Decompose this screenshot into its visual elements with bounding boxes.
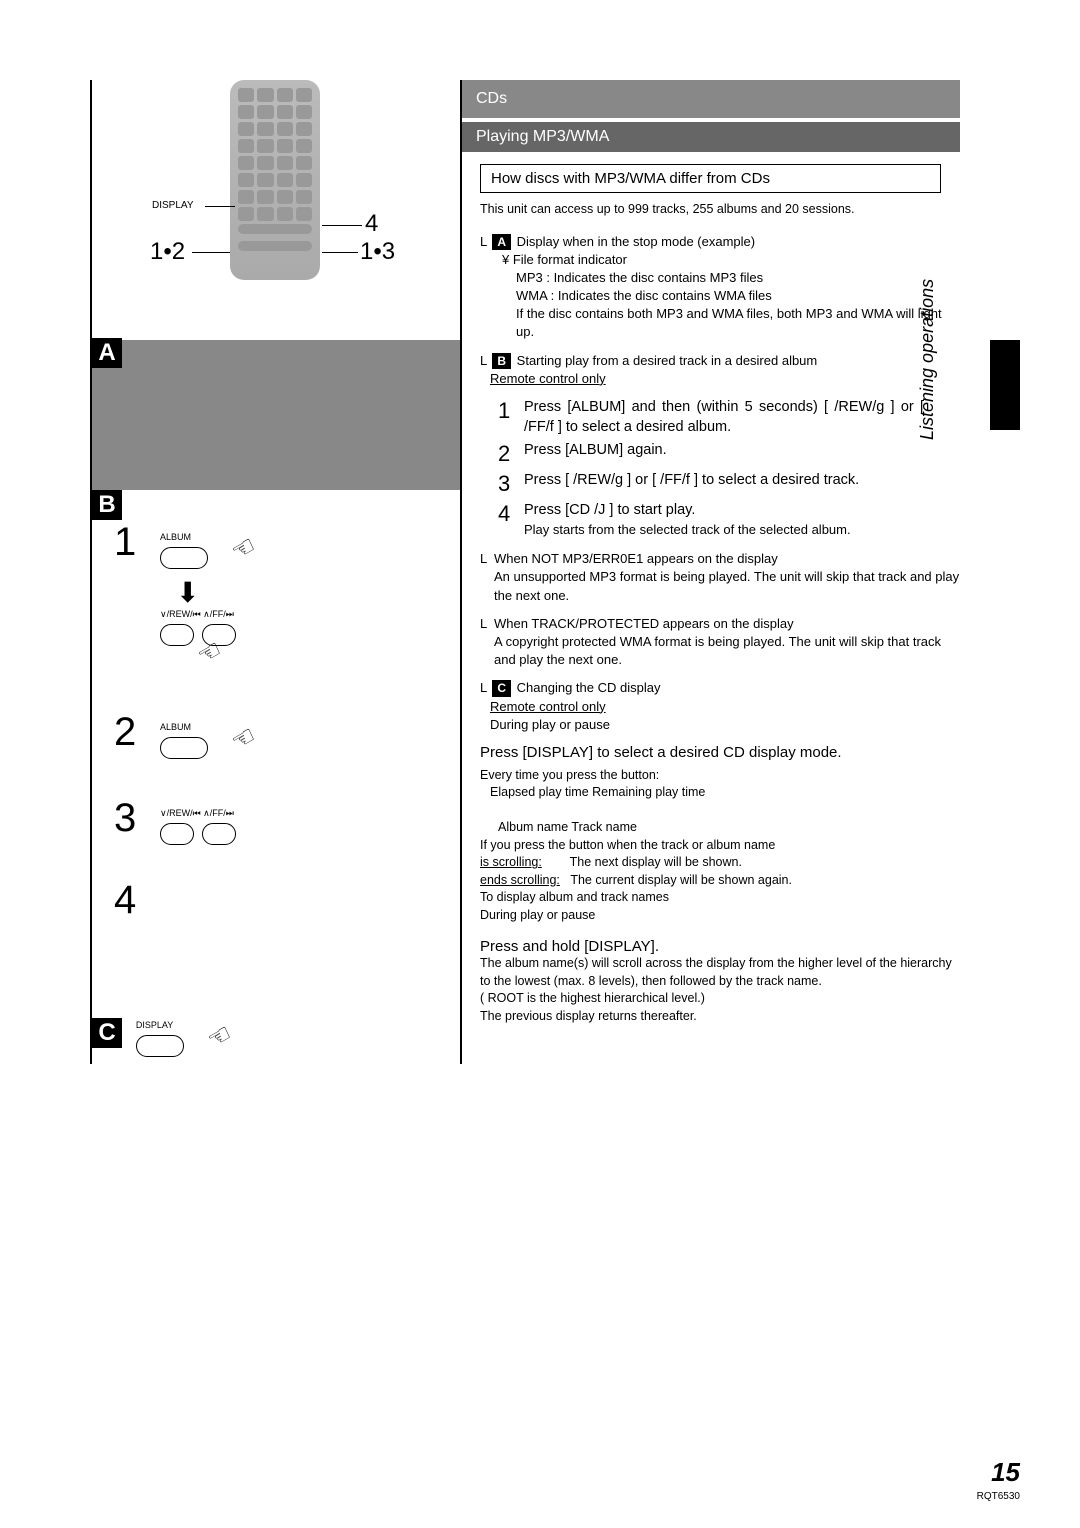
step-2-block: 2 ALBUM ☜ [110, 710, 460, 766]
remote-diagram: DISPLAY 1•2 4 1•3 [110, 80, 460, 320]
ff-button-icon [202, 823, 236, 845]
letter-a-box: A [492, 234, 511, 251]
callout-line [322, 225, 362, 226]
section-letter-b: B [92, 490, 122, 520]
doc-code: RQT6530 [977, 1491, 1020, 1502]
display-callout-label: DISPLAY [152, 200, 194, 211]
letter-c-box: C [492, 680, 511, 697]
step-number: 2 [114, 710, 154, 755]
step3-text: Press [ /REW/g ] or [ /FF/f ] to select … [524, 471, 924, 491]
display-label: DISPLAY [136, 1020, 211, 1030]
remote-only-2: Remote control only [490, 699, 606, 714]
step-num: 2 [498, 441, 524, 467]
step-num: 3 [498, 471, 524, 497]
bullet-c: L C Changing the CD display Remote contr… [480, 679, 960, 734]
step-num: 4 [498, 501, 524, 527]
section-letter-c: C [92, 1018, 122, 1048]
access-text: This unit can access up to 999 tracks, 2… [480, 201, 960, 219]
callout-line [205, 206, 235, 207]
playing-header: Playing MP3/WMA [462, 122, 960, 152]
section-letter-a: A [92, 338, 122, 368]
down-arrow-icon: ⬇ [176, 576, 240, 609]
step-num: 1 [498, 398, 524, 424]
step-3-block: 3 ∨/REW/⏮ ∧/FF/⏭ [110, 796, 460, 848]
howdiscs-box: How discs with MP3/WMA differ from CDs [480, 164, 941, 193]
page-number: 15 [991, 1457, 1020, 1488]
step1-text: Press [ALBUM] and then (within 5 seconds… [524, 398, 924, 437]
section-a: A [92, 340, 460, 490]
both-line: If the disc contains both MP3 and WMA fi… [516, 305, 960, 341]
rew-button-icon [160, 624, 194, 646]
a-intro: Display when in the stop mode (example) [517, 234, 755, 249]
b-intro: Starting play from a desired track in a … [517, 353, 818, 368]
scroll-desc-block: The album name(s) will scroll across the… [480, 955, 960, 1025]
callout-1-3: 1•3 [360, 238, 395, 266]
callout-1-2: 1•2 [150, 238, 185, 266]
step2-text: Press [ALBUM] again. [524, 441, 924, 461]
step-4-block: 4 [110, 878, 460, 988]
section-vertical-label: Listening operations [917, 279, 938, 440]
display-cycle: Every time you press the button: Elapsed… [480, 767, 960, 925]
section-b: B 1 ALBUM ☜ ⬇ ∨/REW/⏮ ∧/FF/⏭ ☜ [110, 490, 460, 1064]
letter-b-box: B [492, 353, 511, 370]
display-button-icon [136, 1035, 184, 1057]
right-column: CDs Playing MP3/WMA How discs with MP3/W… [460, 80, 960, 1064]
mp3-line: MP3 : Indicates the disc contains MP3 fi… [516, 269, 960, 287]
album-label: ALBUM [160, 722, 235, 732]
remote-illustration [230, 80, 320, 280]
remote-only: Remote control only [490, 371, 606, 386]
bullet-a: L A Display when in the stop mode (examp… [480, 233, 960, 342]
step4-text: Press [CD /J ] to start play.Play starts… [524, 501, 924, 540]
during-1: During play or pause [490, 717, 610, 732]
album-button-icon [160, 547, 208, 569]
step-1-block: 1 ALBUM ☜ ⬇ ∨/REW/⏮ ∧/FF/⏭ ☜ [110, 520, 460, 680]
cds-header: CDs [462, 80, 960, 118]
wma-line: WMA : Indicates the disc contains WMA fi… [516, 287, 960, 305]
rew-ff-label: ∨/REW/⏮ ∧/FF/⏭ [160, 808, 240, 819]
step-number: 3 [114, 796, 154, 841]
not-mp3-block: L When NOT MP3/ERR0E1 appears on the dis… [480, 550, 960, 605]
step-number: 1 [114, 520, 154, 565]
rew-button-icon [160, 823, 194, 845]
callout-line [192, 252, 230, 253]
track-prot: A copyright protected WMA format is bein… [494, 633, 960, 669]
callout-line [322, 252, 358, 253]
track-prot-block: L When TRACK/PROTECTED appears on the di… [480, 615, 960, 670]
callout-4: 4 [365, 210, 378, 238]
track-prot-h: When TRACK/PROTECTED appears on the disp… [494, 616, 794, 631]
c-intro: Changing the CD display [517, 680, 661, 695]
page-tab [990, 340, 1020, 430]
steps-list: 1Press [ALBUM] and then (within 5 second… [498, 398, 960, 540]
press-hold: Press and hold [DISPLAY]. [480, 938, 960, 955]
press-display: Press [DISPLAY] to select a desired CD d… [480, 744, 960, 761]
step-number: 4 [114, 878, 154, 923]
not-mp3-h: When NOT MP3/ERR0E1 appears on the displ… [494, 551, 778, 566]
bullet-b: L B Starting play from a desired track i… [480, 352, 960, 388]
file-format: ¥ File format indicator [502, 251, 960, 269]
left-column: DISPLAY 1•2 4 1•3 A B 1 ALBUM ☜ ⬇ ∨/REW/… [90, 80, 460, 1064]
rew-ff-label: ∨/REW/⏮ ∧/FF/⏭ [160, 609, 240, 620]
album-button-icon [160, 737, 208, 759]
not-mp3: An unsupported MP3 format is being playe… [494, 568, 960, 604]
